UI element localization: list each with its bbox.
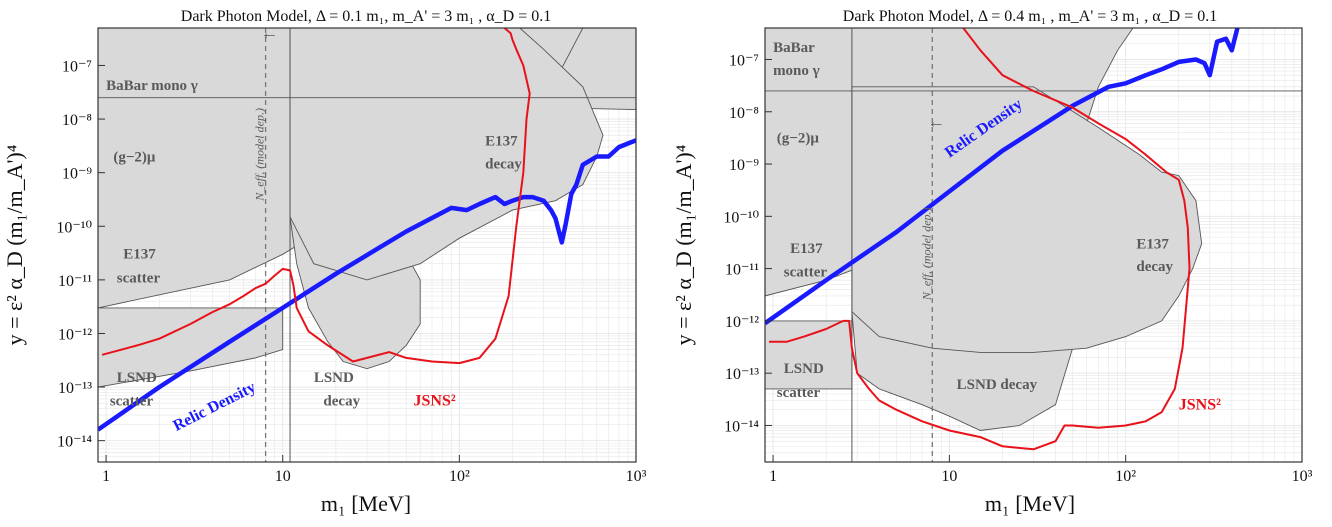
series-line-relic-density bbox=[98, 138, 636, 432]
region-label: scatter bbox=[110, 394, 154, 410]
jsns2-label: JSNS² bbox=[413, 393, 455, 410]
y-tick-label: 10⁻¹³ bbox=[725, 366, 759, 383]
x-tick-label: 10 bbox=[941, 468, 957, 485]
chart-title: Dark Photon Model, Δ = 0.1 m₁, m_A' = 3 … bbox=[181, 8, 551, 25]
y-tick-label: 10⁻⁹ bbox=[729, 157, 759, 174]
series-line-jsns2 bbox=[769, 28, 1191, 451]
y-tick-label: 10⁻⁷ bbox=[729, 52, 759, 69]
y-tick-label: 10⁻¹⁴ bbox=[57, 434, 92, 451]
y-axis-label: y = ε² α_D (m₁/m_A')⁴ bbox=[2, 144, 27, 345]
excluded-region-lsnd-scatter bbox=[765, 320, 853, 390]
neff-label: N_eff, (model dep.) bbox=[919, 207, 933, 301]
region-label: LSND bbox=[784, 361, 824, 377]
y-tick-label: 10⁻⁷ bbox=[62, 58, 92, 75]
x-axis-label: m₁ [MeV] bbox=[985, 491, 1075, 516]
region-label: E137 bbox=[485, 134, 518, 150]
y-axis-label: y = ε² α_D (m₁/m_A')⁴ bbox=[671, 144, 696, 345]
x-tick-label: 1 bbox=[102, 468, 110, 485]
region-label: (g−2)μ bbox=[113, 150, 156, 166]
y-tick-label: 10⁻⁸ bbox=[729, 105, 759, 122]
region-label: LSND bbox=[314, 370, 354, 386]
region-label: decay bbox=[1136, 259, 1173, 275]
y-tick-label: 10⁻⁹ bbox=[62, 166, 92, 183]
region-label: decay bbox=[323, 394, 360, 410]
region-label: LSND decay bbox=[957, 377, 1038, 393]
x-tick-label: 10³ bbox=[626, 468, 647, 485]
neff-label: N_eff, (model dep.) bbox=[253, 108, 267, 202]
plot-frame bbox=[764, 27, 1303, 463]
excluded-region-e137-decay bbox=[851, 86, 1203, 353]
region-label: decay bbox=[485, 156, 522, 172]
region-label: mono γ bbox=[773, 63, 820, 79]
region-label: BaBar bbox=[773, 40, 815, 56]
y-tick-label: 10⁻¹² bbox=[725, 314, 759, 331]
chart-panel-2: BaBar mono γ (g−2)μ E137 scatter LSND scatter L… bbox=[671, 8, 1313, 516]
region-label: scatter bbox=[777, 385, 821, 401]
chart-title: Dark Photon Model, Δ = 0.4 m₁ , m_A' = 3… bbox=[843, 8, 1217, 25]
series-line-relic-density bbox=[765, 28, 1240, 326]
region-label: LSND bbox=[117, 370, 157, 386]
x-tick-label: 1 bbox=[769, 468, 777, 485]
plot-frame bbox=[97, 27, 637, 463]
region-label: E137 bbox=[790, 241, 823, 257]
excluded-region-lsnd-scatter bbox=[98, 307, 284, 388]
jsns2-label: JSNS² bbox=[1179, 397, 1221, 414]
series-line-jsns2 bbox=[101, 28, 531, 365]
region-label: (g−2)μ bbox=[777, 130, 820, 146]
region-label: scatter bbox=[117, 270, 161, 286]
region-label: E137 bbox=[123, 247, 156, 263]
x-axis-label: m₁ [MeV] bbox=[321, 491, 411, 516]
x-tick-label: 10² bbox=[1115, 468, 1136, 485]
region-label: BaBar mono γ bbox=[106, 78, 198, 94]
y-tick-label: 10⁻¹¹ bbox=[725, 262, 759, 279]
region-label: E137 bbox=[1136, 237, 1169, 253]
y-tick-label: 10⁻¹⁴ bbox=[724, 418, 759, 435]
y-tick-label: 10⁻¹² bbox=[58, 326, 92, 343]
x-tick-label: 10 bbox=[275, 468, 291, 485]
y-tick-label: 10⁻¹⁰ bbox=[56, 219, 92, 236]
region-label: scatter bbox=[784, 265, 828, 281]
excluded-region-e137-decay bbox=[289, 28, 604, 281]
chart-panel-1: BaBar mono γ (g−2)μ E137 scatter LSND scatter… bbox=[2, 8, 647, 516]
arrow-left-icon: ← bbox=[261, 22, 279, 42]
y-tick-label: 10⁻¹³ bbox=[58, 380, 92, 397]
y-tick-label: 10⁻¹¹ bbox=[58, 273, 92, 290]
x-tick-label: 10³ bbox=[1292, 468, 1313, 485]
y-tick-label: 10⁻¹⁰ bbox=[723, 209, 759, 226]
y-tick-label: 10⁻⁸ bbox=[62, 112, 92, 129]
x-tick-label: 10² bbox=[449, 468, 470, 485]
arrow-left-icon: ← bbox=[927, 111, 945, 131]
